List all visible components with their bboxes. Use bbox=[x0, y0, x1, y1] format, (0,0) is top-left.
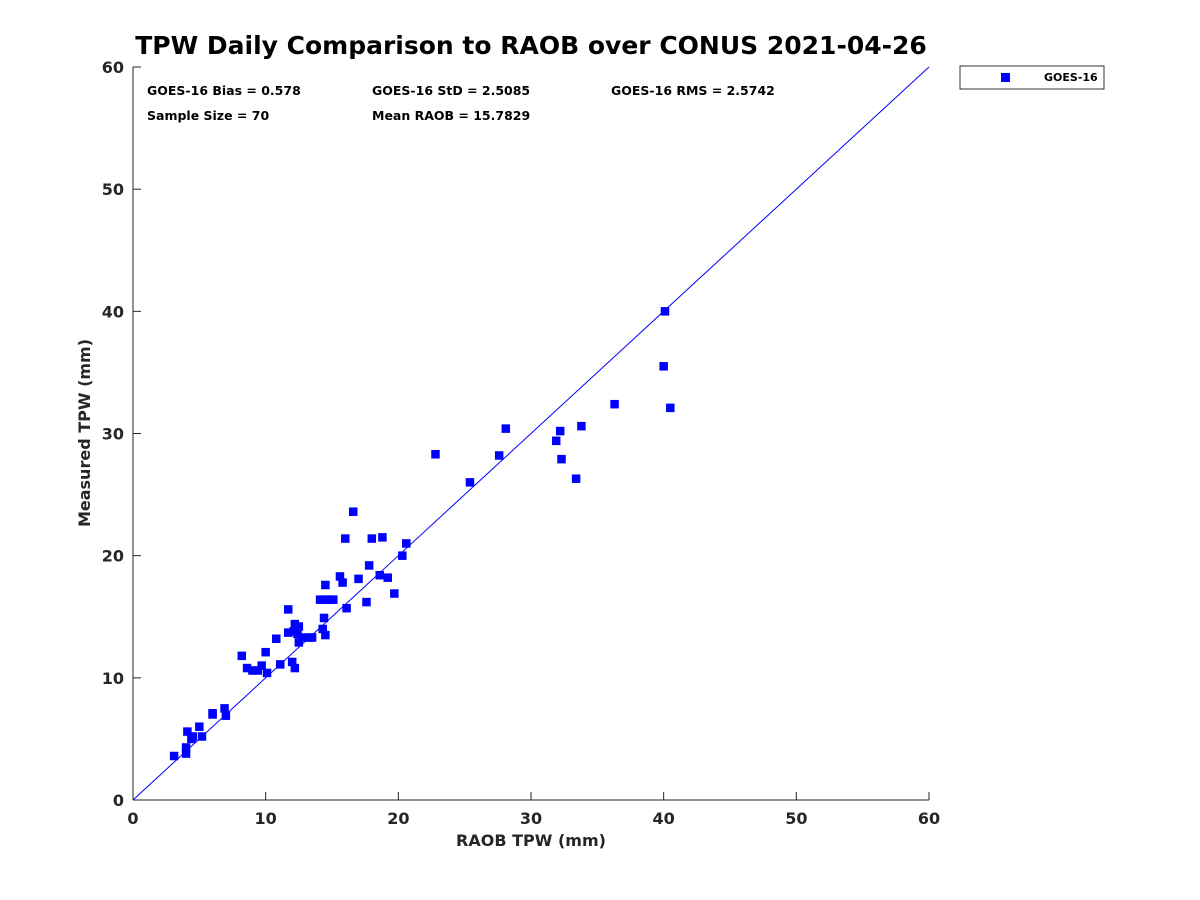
data-point bbox=[315, 595, 325, 604]
data-point bbox=[335, 572, 345, 581]
data-point bbox=[294, 638, 304, 647]
data-point bbox=[666, 403, 675, 413]
stat-rms: GOES-16 RMS = 2.5742 bbox=[611, 83, 775, 98]
data-point bbox=[272, 634, 281, 643]
y-tick-label: 20 bbox=[102, 547, 124, 566]
data-point bbox=[551, 436, 561, 446]
data-point bbox=[290, 663, 300, 673]
data-point bbox=[571, 474, 581, 483]
legend-box bbox=[959, 65, 1105, 90]
data-point bbox=[321, 580, 330, 590]
stat-sample-size: Sample Size = 70 bbox=[147, 108, 269, 123]
data-point bbox=[197, 732, 207, 741]
x-tick-label: 40 bbox=[653, 809, 675, 828]
data-point bbox=[294, 622, 304, 631]
data-point bbox=[557, 454, 566, 464]
data-point bbox=[555, 426, 565, 436]
data-point bbox=[307, 633, 317, 642]
legend: GOES-16 bbox=[959, 65, 1105, 90]
data-point bbox=[321, 630, 330, 640]
data-point bbox=[169, 751, 179, 761]
data-point bbox=[348, 507, 358, 516]
data-point bbox=[319, 613, 329, 623]
data-point bbox=[237, 651, 247, 661]
data-point bbox=[293, 629, 302, 639]
data-point bbox=[364, 561, 374, 570]
data-point bbox=[367, 534, 377, 543]
y-tick-label: 10 bbox=[102, 669, 124, 688]
data-point bbox=[501, 424, 511, 433]
stat-mean-raob: Mean RAOB = 15.7829 bbox=[372, 108, 530, 123]
x-tick-label: 0 bbox=[127, 809, 138, 828]
data-point bbox=[261, 647, 270, 657]
data-point bbox=[318, 624, 327, 634]
x-tick-label: 10 bbox=[255, 809, 277, 828]
data-point bbox=[398, 551, 407, 560]
data-point bbox=[183, 727, 192, 736]
data-point bbox=[329, 595, 338, 604]
data-point bbox=[431, 450, 440, 459]
y-axis-label: Measured TPW (mm) bbox=[75, 339, 94, 527]
data-point bbox=[257, 661, 266, 670]
stat-std: GOES-16 StD = 2.5085 bbox=[372, 83, 530, 98]
data-point bbox=[298, 633, 308, 642]
y-tick-label: 50 bbox=[102, 180, 124, 199]
data-point bbox=[362, 597, 371, 607]
data-point bbox=[390, 589, 399, 598]
data-point bbox=[248, 666, 257, 675]
data-point bbox=[402, 539, 411, 548]
x-tick-label: 20 bbox=[387, 809, 409, 828]
one-to-one-line bbox=[132, 66, 930, 801]
data-point bbox=[660, 307, 670, 316]
plot-area: 0 10 20 30 40 50 60 0 10 20 30 40 50 60 bbox=[102, 58, 940, 828]
x-tick-label: 60 bbox=[918, 809, 940, 828]
data-point bbox=[338, 578, 347, 587]
data-point bbox=[342, 603, 351, 613]
data-point bbox=[242, 663, 252, 673]
data-point bbox=[195, 722, 204, 731]
y-tick-label: 40 bbox=[102, 302, 124, 321]
data-point bbox=[577, 421, 586, 431]
data-point bbox=[221, 711, 231, 720]
data-point bbox=[283, 605, 293, 614]
data-point bbox=[253, 666, 262, 675]
x-axis-label: RAOB TPW (mm) bbox=[456, 831, 606, 850]
data-point bbox=[659, 362, 668, 371]
data-point bbox=[354, 574, 363, 584]
y-tick-label: 0 bbox=[113, 791, 124, 810]
data-point bbox=[220, 704, 229, 713]
data-point bbox=[208, 709, 217, 718]
data-point bbox=[188, 732, 197, 741]
y-tick-label: 30 bbox=[102, 425, 124, 444]
x-tick-label: 30 bbox=[520, 809, 542, 828]
data-point bbox=[341, 534, 350, 543]
data-point bbox=[465, 478, 475, 487]
chart-title: TPW Daily Comparison to RAOB over CONUS … bbox=[135, 31, 927, 60]
legend-entry-label: GOES-16 bbox=[1044, 71, 1098, 84]
stat-bias: GOES-16 Bias = 0.578 bbox=[147, 83, 301, 98]
data-point bbox=[378, 533, 387, 542]
data-point bbox=[494, 451, 504, 460]
data-point bbox=[181, 743, 191, 752]
data-point bbox=[287, 657, 297, 667]
legend-marker bbox=[1001, 73, 1010, 82]
x-tick-label: 50 bbox=[785, 809, 807, 828]
y-tick-label: 60 bbox=[102, 58, 124, 77]
data-point bbox=[383, 573, 392, 582]
data-point bbox=[283, 628, 293, 637]
data-point bbox=[181, 749, 191, 758]
data-point bbox=[375, 570, 385, 580]
data-point bbox=[276, 660, 285, 669]
data-point bbox=[262, 668, 272, 678]
data-point bbox=[610, 399, 619, 409]
